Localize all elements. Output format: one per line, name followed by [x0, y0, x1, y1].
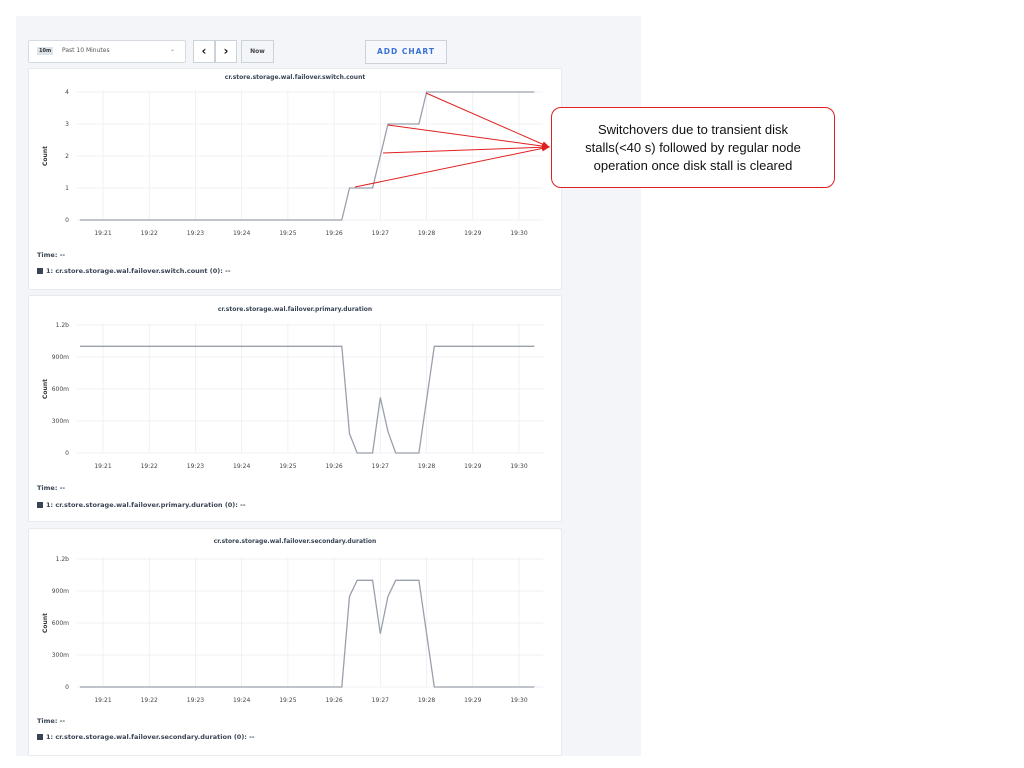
y-axis-label: Count — [42, 613, 49, 633]
x-tick-label: 19:30 — [510, 463, 527, 470]
next-button[interactable]: › — [215, 40, 237, 63]
chart-plot: 0 300m 600m 900m 1.2b 19:21 19:22 19:23 19:24 19:… — [42, 556, 543, 704]
y-tick-label: 3 — [65, 121, 69, 128]
chart-card-primary-duration: cr.store.storage.wal.failover.primary.du… — [28, 295, 562, 522]
y-tick-label: 300m — [52, 418, 69, 425]
y-tick-label: 0 — [65, 450, 69, 457]
chevron-right-icon: › — [223, 44, 229, 58]
x-tick-label: 19:29 — [464, 697, 481, 704]
x-tick-label: 19:22 — [141, 697, 158, 704]
y-tick-label: 900m — [52, 588, 69, 595]
chart-plot: 0 1 2 3 4 19:21 19:22 19:23 19:24 19:25 19:26 19:27… — [42, 89, 543, 237]
time-readout: Time: -- — [37, 251, 66, 259]
x-tick-label: 19:30 — [510, 697, 527, 704]
legend-label: 1: cr.store.storage.wal.failover.seconda… — [46, 733, 255, 741]
time-readout: Time: -- — [37, 717, 66, 725]
chart-card-secondary-duration: cr.store.storage.wal.failover.secondary.… — [28, 528, 562, 756]
x-tick-label: 19:24 — [233, 230, 250, 237]
time-range-select[interactable]: 10m Past 10 Minutes ⌄ — [28, 40, 186, 63]
range-label: Past 10 Minutes — [62, 47, 110, 54]
time-readout: Time: -- — [37, 484, 66, 492]
series-line — [79, 579, 535, 688]
x-tick-label: 19:25 — [279, 230, 296, 237]
x-tick-label: 19:23 — [187, 463, 204, 470]
y-tick-label: 0 — [65, 217, 69, 224]
y-tick-label: 1.2b — [56, 322, 70, 329]
previous-button[interactable]: ‹ — [193, 40, 215, 63]
legend-label: 1: cr.store.storage.wal.failover.switch.… — [46, 267, 231, 275]
x-tick-label: 19:21 — [94, 463, 111, 470]
x-tick-label: 19:28 — [418, 697, 435, 704]
x-tick-label: 19:29 — [464, 230, 481, 237]
range-badge: 10m — [37, 47, 54, 55]
y-tick-label: 1 — [65, 185, 69, 192]
series-line — [79, 345, 535, 454]
y-tick-label: 2 — [65, 153, 69, 160]
x-tick-label: 19:24 — [233, 697, 250, 704]
x-tick-label: 19:29 — [464, 463, 481, 470]
x-tick-label: 19:26 — [325, 230, 342, 237]
y-tick-label: 4 — [65, 89, 69, 96]
x-tick-label: 19:26 — [325, 697, 342, 704]
x-tick-label: 19:22 — [141, 230, 158, 237]
legend-swatch — [37, 734, 43, 740]
chart-title: cr.store.storage.wal.failover.switch.cou… — [224, 74, 366, 81]
annotation-callout: Switchovers due to transient disk stalls… — [551, 107, 835, 188]
x-tick-label: 19:27 — [372, 230, 389, 237]
chart-title: cr.store.storage.wal.failover.primary.du… — [217, 306, 373, 313]
x-tick-label: 19:30 — [510, 230, 527, 237]
y-tick-label: 900m — [52, 354, 69, 361]
y-tick-label: 300m — [52, 652, 69, 659]
chevron-down-icon: ⌄ — [169, 46, 175, 53]
x-tick-label: 19:25 — [279, 697, 296, 704]
x-tick-label: 19:25 — [279, 463, 296, 470]
legend-swatch — [37, 502, 43, 508]
y-tick-label: 600m — [52, 620, 69, 627]
legend-label: 1: cr.store.storage.wal.failover.primary… — [46, 501, 246, 509]
x-tick-label: 19:23 — [187, 697, 204, 704]
legend-swatch — [37, 268, 43, 274]
x-tick-label: 19:21 — [94, 697, 111, 704]
x-tick-label: 19:24 — [233, 463, 250, 470]
x-tick-label: 19:28 — [418, 463, 435, 470]
chart-title: cr.store.storage.wal.failover.secondary.… — [213, 538, 377, 545]
x-tick-label: 19:27 — [372, 463, 389, 470]
x-tick-label: 19:28 — [418, 230, 435, 237]
y-tick-label: 0 — [65, 684, 69, 691]
x-tick-label: 19:27 — [372, 697, 389, 704]
y-tick-label: 1.2b — [56, 556, 70, 563]
chart-card-switch-count: cr.store.storage.wal.failover.switch.cou… — [28, 68, 562, 290]
x-tick-label: 19:26 — [325, 463, 342, 470]
legend-item[interactable]: 1: cr.store.storage.wal.failover.switch.… — [37, 267, 231, 275]
x-tick-label: 19:23 — [187, 230, 204, 237]
x-tick-label: 19:21 — [94, 230, 111, 237]
x-tick-label: 19:22 — [141, 463, 158, 470]
y-tick-label: 600m — [52, 386, 69, 393]
legend-item[interactable]: 1: cr.store.storage.wal.failover.seconda… — [37, 733, 255, 741]
y-axis-label: Count — [42, 146, 49, 166]
add-chart-button[interactable]: ADD CHART — [365, 40, 447, 64]
now-button[interactable]: Now — [241, 40, 274, 63]
chart-plot: 0 300m 600m 900m 1.2b 19:21 19:22 19:23 19:24 19:… — [42, 322, 543, 470]
chevron-left-icon: ‹ — [201, 44, 207, 58]
y-axis-label: Count — [42, 379, 49, 399]
legend-item[interactable]: 1: cr.store.storage.wal.failover.primary… — [37, 501, 246, 509]
